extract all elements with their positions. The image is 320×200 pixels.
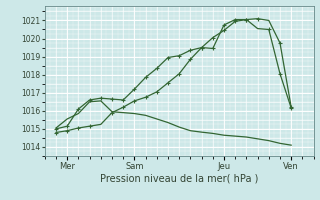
- X-axis label: Pression niveau de la mer( hPa ): Pression niveau de la mer( hPa ): [100, 173, 258, 183]
